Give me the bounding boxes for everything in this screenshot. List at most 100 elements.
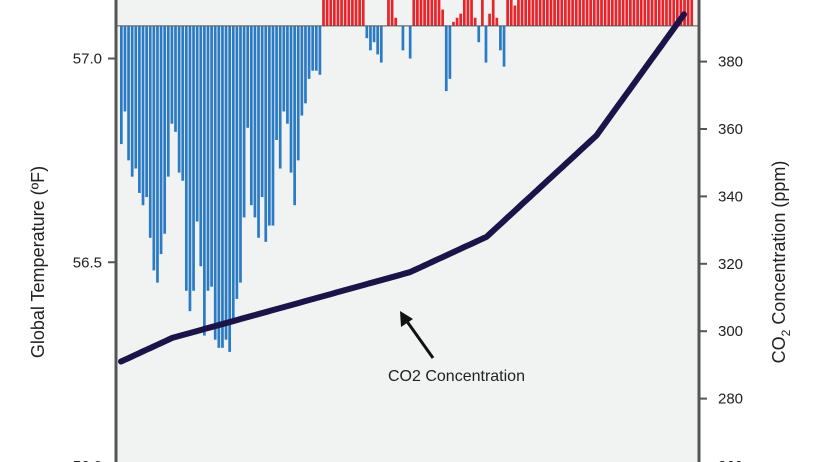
temperature-bar — [408, 25, 412, 59]
temperature-bar — [473, 17, 477, 26]
temperature-bar — [235, 25, 239, 299]
right-axis-tick-label: 340 — [718, 188, 743, 205]
temperature-bar — [484, 25, 488, 63]
temperature-bar — [621, 0, 625, 26]
temperature-bar — [567, 0, 571, 26]
temperature-bar — [354, 0, 358, 26]
temperature-bar — [340, 0, 343, 26]
temperature-bar — [181, 25, 185, 181]
temperature-bar — [293, 25, 296, 206]
temperature-bars — [120, 0, 694, 352]
temperature-bar — [665, 0, 668, 26]
temperature-bar — [307, 25, 311, 79]
temperature-bar — [589, 0, 593, 26]
temperature-bar — [491, 0, 495, 26]
temperature-bar — [477, 25, 481, 43]
temperature-bar — [657, 0, 661, 26]
temperature-bar — [304, 25, 307, 104]
temperature-bar — [441, 9, 445, 26]
temperature-bar — [452, 21, 455, 26]
temperature-bar — [264, 25, 268, 242]
temperature-bar — [358, 0, 361, 26]
temperature-bar — [614, 0, 618, 26]
temperature-bar — [506, 0, 509, 26]
temperature-bar — [278, 25, 282, 169]
temperature-bar — [499, 25, 502, 51]
temperature-bar — [379, 25, 383, 63]
temperature-bar — [199, 25, 203, 267]
temperature-bar — [130, 25, 134, 177]
temperature-bar — [690, 0, 694, 26]
plot-area — [114, 0, 701, 462]
temperature-bar — [636, 0, 639, 26]
temperature-bar — [329, 0, 333, 26]
temperature-bar — [509, 0, 513, 26]
temperature-bar — [556, 0, 560, 26]
temperature-bar — [596, 0, 600, 26]
temperature-bar — [679, 0, 683, 26]
temperature-bar — [347, 0, 351, 26]
temperature-bar — [336, 0, 340, 26]
temperature-bar — [535, 0, 538, 26]
temperature-bar — [249, 25, 253, 206]
temperature-bar — [213, 25, 217, 340]
temperature-bar — [188, 25, 192, 312]
temperature-bar — [300, 25, 304, 116]
annotation-arrow-line — [404, 319, 435, 359]
temperature-bar — [127, 25, 130, 161]
temperature-bar — [513, 5, 517, 26]
left-axis-tick-label: 57.0 — [73, 51, 102, 68]
temperature-bar — [470, 0, 473, 26]
co2-line — [118, 11, 687, 365]
right-axis-tick-label: 260 — [718, 458, 743, 462]
temperature-bar — [253, 25, 257, 218]
temperature-bar — [296, 25, 300, 161]
temperature-bar — [210, 25, 213, 287]
temperature-bar — [268, 25, 271, 226]
temperature-bar — [538, 0, 542, 26]
temperature-bar — [481, 0, 484, 26]
temperature-bar — [332, 0, 336, 26]
temperature-bar — [282, 25, 286, 112]
temperature-bar — [134, 25, 138, 169]
temperature-bar — [195, 25, 199, 222]
temperature-bar — [502, 25, 506, 67]
temperature-bar — [322, 0, 325, 26]
temperature-bar — [289, 25, 293, 173]
right-axis-tick-label: 400 — [718, 0, 743, 3]
temperature-bar — [444, 25, 448, 92]
temperature-bar — [394, 17, 398, 26]
temperature-bar — [145, 25, 148, 198]
temperature-bar — [600, 0, 603, 26]
temperature-bar — [618, 0, 621, 26]
temperature-bar — [672, 0, 676, 26]
temperature-bar — [426, 0, 430, 26]
temperature-bar — [206, 25, 210, 291]
temperature-bar — [520, 0, 524, 26]
temperature-bar — [260, 25, 264, 198]
temperature-bar — [166, 25, 170, 177]
temperature-bar — [455, 17, 459, 26]
temperature-bar — [372, 25, 376, 43]
temperature-bar — [517, 0, 520, 26]
temperature-bar — [174, 25, 177, 132]
temperature-bar — [192, 25, 195, 291]
temperature-bar — [545, 0, 549, 26]
temperature-bar — [462, 0, 466, 26]
annotation-arrowhead — [400, 311, 413, 327]
temperature-bar — [159, 25, 163, 255]
temperature-bar — [549, 0, 553, 26]
temperature-bar — [560, 0, 564, 26]
temperature-bar — [271, 25, 275, 226]
temperature-bar — [603, 0, 607, 26]
temperature-bar — [286, 25, 289, 124]
temperature-bar — [495, 17, 499, 26]
temperature-bar — [610, 0, 614, 26]
temperature-bar — [488, 13, 491, 26]
temperature-bar — [318, 25, 322, 75]
temperature-bar — [257, 25, 260, 238]
co2-annotation-label: CO2 Concentration — [388, 368, 525, 385]
temperature-bar — [224, 25, 228, 340]
right-axis: 260 280 300 320 340 360 380 400 — [699, 0, 743, 462]
